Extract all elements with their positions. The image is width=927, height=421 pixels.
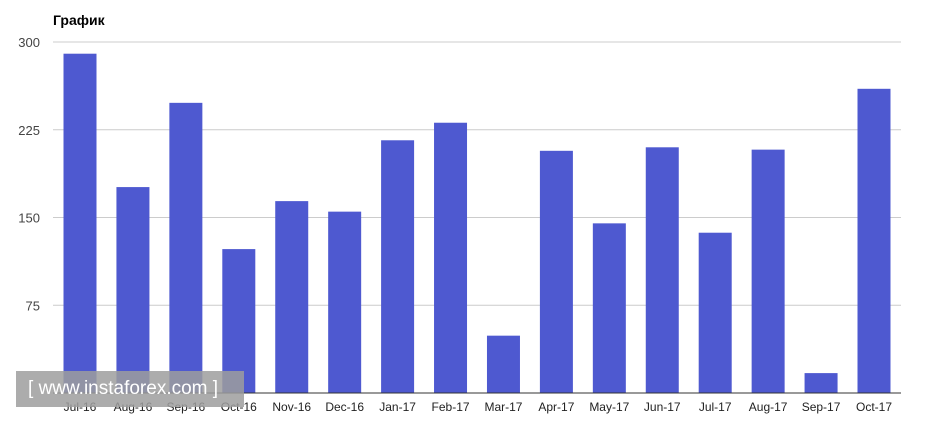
x-tick-label: Aug-17 (749, 400, 788, 414)
x-tick-label: Jan-17 (379, 400, 416, 414)
bar-jul-16 (63, 53, 97, 393)
x-tick-label: Mar-17 (484, 400, 522, 414)
watermark-bracket-left: [ (28, 378, 39, 399)
y-tick-label: 75 (26, 298, 40, 313)
bar-jan-17 (381, 140, 415, 393)
watermark-bracket-right: ] (207, 378, 219, 399)
bar-jul-17 (698, 232, 732, 393)
bar-apr-17 (539, 150, 573, 393)
y-axis-tick-labels: 75 150 225 300 (18, 35, 40, 313)
bar-may-17 (592, 223, 626, 393)
x-tick-label: May-17 (589, 400, 629, 414)
bar-jun-17 (645, 147, 679, 393)
y-tick-label: 150 (18, 211, 40, 226)
x-tick-label: Nov-16 (272, 400, 311, 414)
y-tick-label: 300 (18, 35, 40, 50)
x-tick-label: Apr-17 (538, 400, 574, 414)
bar-sep-16 (169, 102, 203, 393)
bar-dec-16 (328, 211, 362, 393)
chart-title: График (53, 12, 106, 28)
bar-sep-17 (804, 373, 838, 393)
bar-feb-17 (434, 122, 468, 393)
x-tick-label: Jul-17 (699, 400, 732, 414)
bar-aug-16 (116, 187, 150, 393)
y-tick-label: 225 (18, 123, 40, 138)
watermark: [ www.instaforex.com ] (16, 371, 244, 407)
x-tick-label: Oct-17 (856, 400, 892, 414)
bar-oct-16 (222, 249, 256, 393)
bar-mar-17 (486, 335, 520, 393)
watermark-text: www.instaforex.com (38, 378, 208, 399)
bar-oct-17 (857, 88, 891, 394)
bars (63, 53, 891, 394)
bar-nov-16 (275, 201, 309, 393)
x-tick-label: Sep-17 (802, 400, 841, 414)
x-tick-label: Jun-17 (644, 400, 681, 414)
x-tick-label: Dec-16 (325, 400, 364, 414)
bar-aug-17 (751, 149, 785, 393)
x-tick-label: Feb-17 (432, 400, 470, 414)
